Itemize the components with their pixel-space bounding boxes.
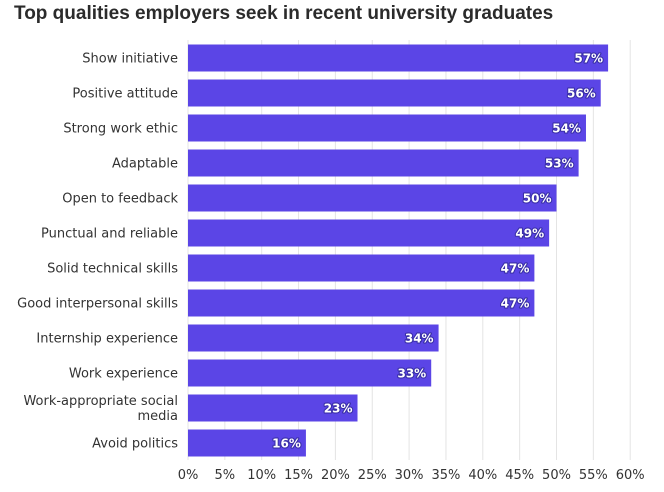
data-label: 23%: [324, 402, 353, 416]
data-label: 56%: [567, 87, 596, 101]
x-tick-label: 15%: [284, 468, 313, 483]
category-label: Avoid politics: [92, 437, 178, 452]
bar: [188, 149, 579, 177]
category-label: Work experience: [69, 367, 178, 382]
bar: [188, 254, 535, 282]
category-label: Show initiative: [82, 52, 178, 67]
x-tick-label: 50%: [542, 468, 571, 483]
bar: [188, 394, 358, 422]
x-tick-label: 60%: [616, 468, 645, 483]
category-label: Punctual and reliable: [41, 227, 178, 242]
category-label: Work-appropriate social media: [23, 394, 178, 424]
data-label: 47%: [501, 262, 530, 276]
data-label: 47%: [501, 297, 530, 311]
data-label: 53%: [545, 157, 574, 171]
data-label: 57%: [574, 52, 603, 66]
category-label: Positive attitude: [72, 87, 178, 102]
x-tick-label: 0%: [178, 468, 199, 483]
data-label: 49%: [515, 227, 544, 241]
bar: [188, 114, 586, 142]
bar: [188, 219, 550, 247]
x-tick-label: 5%: [215, 468, 236, 483]
data-label: 16%: [272, 437, 301, 451]
x-tick-label: 35%: [431, 468, 460, 483]
grid-lines: [187, 40, 631, 460]
x-tick-label: 10%: [247, 468, 276, 483]
bar: [188, 184, 557, 212]
category-labels: Show initiative Positive attitude Strong w…: [17, 52, 178, 452]
bar: [188, 324, 439, 352]
category-label: Adaptable: [112, 157, 178, 172]
bars: 57% 56% 54% 53% 50% 49% 47% 47% 34% 33% 23% 16%: [188, 44, 609, 457]
bar: [188, 289, 535, 317]
x-tick-label: 40%: [468, 468, 497, 483]
x-tick-label: 25%: [358, 468, 387, 483]
bar: [188, 429, 306, 457]
category-label: Strong work ethic: [63, 122, 178, 137]
x-tick-label: 55%: [579, 468, 608, 483]
x-axis-tick-labels: 0% 5% 10% 15% 20% 25% 30% 35% 40% 45% 50% 55% 60%: [178, 468, 645, 483]
category-label: Open to feedback: [62, 192, 178, 207]
x-tick-label: 30%: [395, 468, 424, 483]
data-label: 33%: [397, 367, 426, 381]
bar: [188, 79, 601, 107]
data-label: 54%: [552, 122, 581, 136]
category-label: Internship experience: [36, 332, 178, 347]
bar: [188, 44, 609, 72]
bar: [188, 359, 432, 387]
chart-title: Top qualities employers seek in recent u…: [14, 3, 554, 24]
category-label: Good interpersonal skills: [17, 297, 178, 312]
data-label: 34%: [405, 332, 434, 346]
data-label: 50%: [523, 192, 552, 206]
x-tick-label: 20%: [321, 468, 350, 483]
x-tick-label: 45%: [505, 468, 534, 483]
category-label: Solid technical skills: [47, 262, 178, 277]
